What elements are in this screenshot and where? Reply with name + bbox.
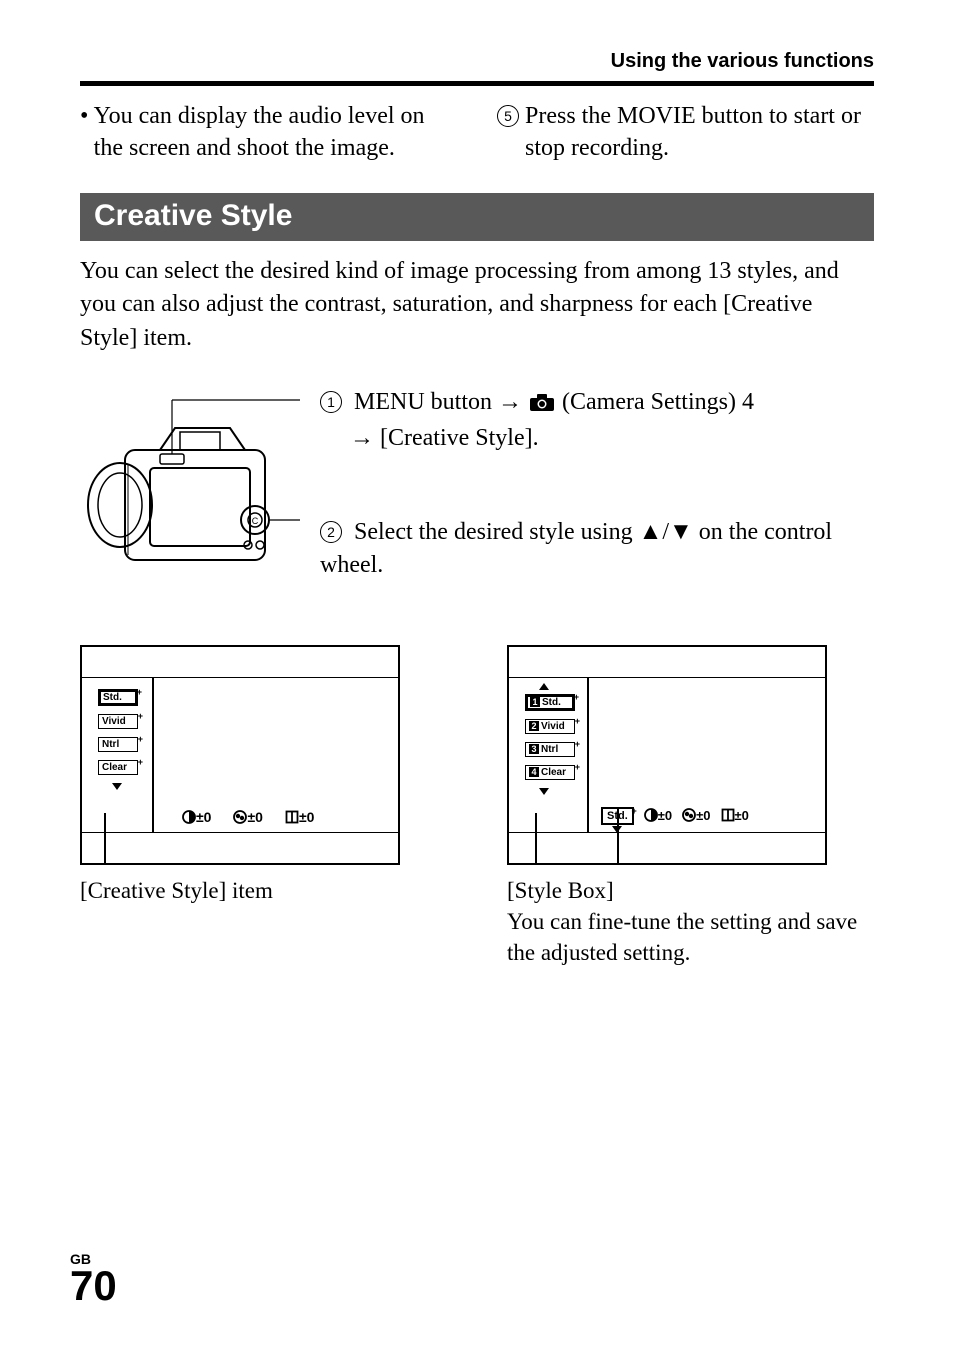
style-item-2-vivid: 2Vivid+: [525, 719, 575, 734]
creative-style-screen: Std.+ Vivid+ Ntrl+ Clear+ ±0 ±0 ±0: [80, 645, 400, 865]
sharpness-value: ±0: [721, 808, 749, 823]
step-5-text: Press the MOVIE button to start or stop …: [525, 100, 874, 165]
divider: [80, 81, 874, 86]
arrow-icon: →: [350, 425, 380, 451]
audio-level-note: You can display the audio level on the s…: [94, 100, 457, 165]
style-item-1-std: 1Std.+: [525, 694, 575, 711]
section-header: Using the various functions: [80, 50, 874, 81]
down-arrow-icon: [112, 783, 122, 790]
style-item-clear: Clear+: [98, 760, 138, 775]
page-number: 70: [70, 1267, 117, 1305]
svg-text:C: C: [252, 516, 259, 526]
left-panel-caption: [Creative Style] item: [80, 875, 447, 906]
camera-settings-icon: [528, 389, 556, 423]
step-5-marker: 5: [497, 105, 519, 127]
contrast-value: ±0: [182, 809, 211, 825]
intro-paragraph: You can select the desired kind of image…: [80, 255, 874, 356]
style-item-vivid: Vivid+: [98, 714, 138, 729]
style-item-3-ntrl: 3Ntrl+: [525, 742, 575, 757]
camera-illustration: C: [80, 380, 300, 595]
step-2-text-a: Select the desired style using: [354, 519, 633, 545]
selected-style-box: Std.+: [601, 807, 634, 825]
step-1-menu: MENU button: [354, 389, 492, 415]
step-1: 1 MENU button → (Camera Settings) 4 → [C…: [320, 386, 874, 456]
style-item-4-clear: 4Clear+: [525, 765, 575, 780]
step-2: 2 Select the desired style using ▲/▼ on …: [320, 516, 874, 583]
top-columns: • You can display the audio level on the…: [80, 100, 874, 165]
step-1-creative-style: [Creative Style].: [380, 425, 539, 451]
bullet: •: [80, 100, 94, 165]
saturation-value: ±0: [682, 808, 710, 823]
right-panel-caption-title: [Style Box]: [507, 875, 874, 906]
right-panel-caption-text: You can fine-tune the setting and save t…: [507, 906, 874, 968]
up-arrow-icon: [539, 683, 549, 690]
contrast-value: ±0: [644, 808, 672, 823]
down-arrow-icon: [539, 788, 549, 795]
section-title: Creative Style: [80, 193, 874, 241]
sharpness-value: ±0: [285, 809, 314, 825]
step-1-settings: (Camera Settings) 4: [562, 389, 754, 415]
style-item-std: Std.+: [98, 689, 138, 706]
page-footer: GB 70: [70, 1251, 117, 1305]
style-item-ntrl: Ntrl+: [98, 737, 138, 752]
saturation-value: ±0: [233, 809, 262, 825]
step-2-marker: 2: [320, 521, 342, 543]
arrow-icon: →: [498, 389, 528, 415]
step-1-marker: 1: [320, 391, 342, 413]
up-down-icon: ▲/▼: [639, 519, 699, 545]
style-box-screen: 1Std.+ 2Vivid+ 3Ntrl+ 4Clear+ Std.+ ±0: [507, 645, 827, 865]
